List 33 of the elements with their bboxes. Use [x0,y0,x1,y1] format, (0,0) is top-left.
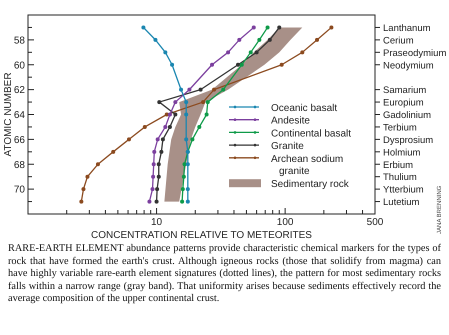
legend-label: Continental basalt [271,128,352,140]
y-axis-title: ATOMIC NUMBER [3,72,14,157]
category-label: Terbium [383,122,417,134]
category-label: Neodymium [383,60,434,72]
y-tick-label: 62 [14,85,26,96]
y-tick-label: 58 [14,35,26,46]
y-tick-label: 70 [14,184,26,196]
legend-label: Granite [271,141,304,152]
y-tick-label: 68 [14,160,26,171]
legend-label: Sedimentary rock [271,179,350,190]
legend-label: Andesite [271,116,310,127]
x-tick-label: 100 [276,217,294,228]
category-label: Thulium [383,172,417,184]
category-label: Europium [383,98,424,109]
text: RARE-EARTH ELEMENT abundance patterns provide characteristic chemical markers for the types of rock that have formed the earth's crust. Although igneous rocks (those that solidify from magma) can have highly variable rare-earth element signatures (dotted lines), the pattern for most sedimentary rocks falls within a narrow range (gray band). That uniformity arises because sediments effectively record the average composition of the upper continental crust. [8,243,441,306]
category-label: Erbium [383,160,414,171]
legend-label: Oceanic basalt [271,103,338,114]
y-tick-label: 64 [14,110,26,121]
x-tick-label: 10 [151,217,163,228]
category-label: Lutetium [383,197,420,208]
legend-label: Archean sodium granite [271,154,344,177]
category-label: Cerium [383,35,414,46]
category-label: Gadolinium [383,110,432,121]
x-tick-label: 500 [366,217,384,228]
category-label: Ytterbium [383,184,424,196]
category-label: Dysprosium [383,134,434,146]
category-label: Holmium [383,147,420,158]
y-tick-label: 66 [14,134,26,146]
category-label: Samarium [383,85,426,96]
category-label: Praseodymium [383,48,446,59]
category-label: Lanthanum [383,22,431,34]
x-axis-title: CONCENTRATION RELATIVE TO METEORITES [91,230,312,241]
y-tick-label: 60 [14,60,26,72]
